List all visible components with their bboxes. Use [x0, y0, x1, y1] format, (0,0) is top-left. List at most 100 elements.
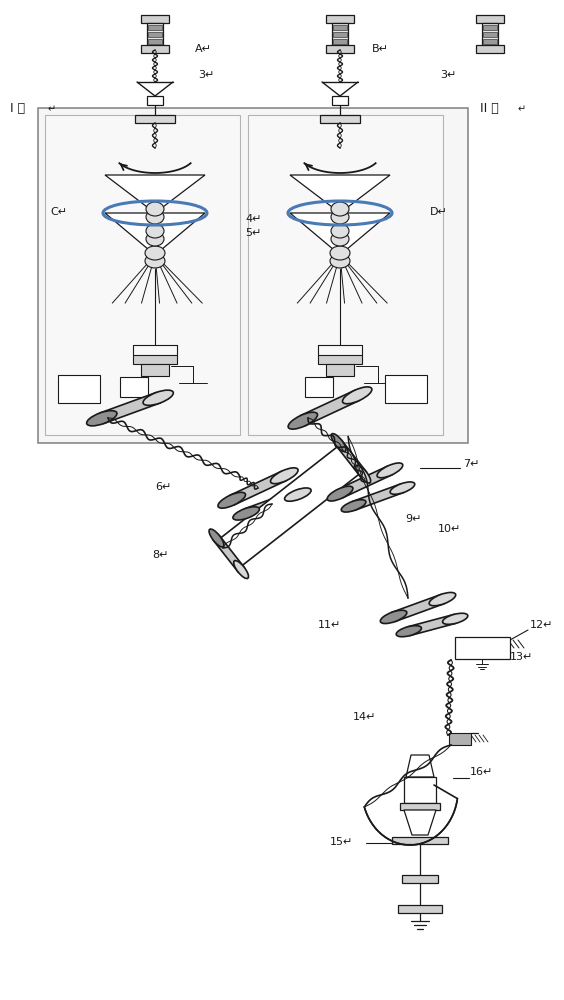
Polygon shape	[213, 536, 244, 572]
Ellipse shape	[285, 488, 311, 501]
Bar	[305, 377, 333, 397]
Bar	[483, 32, 497, 37]
Bar	[148, 39, 162, 44]
Ellipse shape	[87, 411, 117, 426]
Polygon shape	[406, 755, 434, 777]
Bar	[318, 355, 362, 364]
Bar	[38, 108, 468, 443]
Bar	[326, 364, 354, 376]
Ellipse shape	[331, 202, 349, 216]
Bar	[141, 364, 169, 376]
Text: 15↵: 15↵	[330, 837, 354, 847]
Text: 9↵: 9↵	[405, 514, 421, 524]
Bar	[483, 39, 497, 44]
Text: B↵: B↵	[372, 44, 389, 54]
Ellipse shape	[331, 210, 349, 224]
Bar	[133, 355, 177, 364]
Text: 4↵: 4↵	[245, 214, 262, 224]
Text: 10↵: 10↵	[438, 524, 461, 534]
Bar	[455, 637, 510, 659]
Ellipse shape	[143, 390, 173, 405]
Text: 16↵: 16↵	[470, 767, 494, 777]
Bar	[449, 733, 471, 745]
Bar	[404, 777, 436, 803]
Ellipse shape	[390, 482, 415, 494]
Bar	[333, 25, 347, 30]
Bar	[45, 115, 240, 435]
Text: II 区: II 区	[480, 102, 499, 115]
Bar	[248, 115, 443, 435]
Text: 7↵: 7↵	[463, 459, 479, 469]
Bar	[482, 23, 498, 45]
Ellipse shape	[145, 254, 165, 268]
Bar	[332, 96, 348, 105]
Text: 3↵: 3↵	[198, 70, 214, 80]
Ellipse shape	[356, 465, 371, 483]
Bar	[385, 375, 427, 403]
Bar	[326, 45, 354, 53]
Ellipse shape	[377, 463, 403, 478]
Ellipse shape	[145, 246, 165, 260]
Ellipse shape	[146, 232, 164, 246]
Text: 11↵: 11↵	[318, 620, 341, 630]
Bar	[120, 377, 148, 397]
Ellipse shape	[146, 224, 164, 238]
Polygon shape	[352, 484, 404, 510]
Bar	[400, 803, 440, 810]
Bar	[148, 25, 162, 30]
Text: ↵: ↵	[48, 104, 56, 114]
Text: D↵: D↵	[430, 207, 448, 217]
Ellipse shape	[380, 610, 407, 624]
Polygon shape	[392, 595, 444, 621]
Ellipse shape	[218, 492, 245, 508]
Bar	[476, 45, 504, 53]
Bar	[135, 115, 175, 123]
Ellipse shape	[342, 387, 372, 404]
Text: 5↵: 5↵	[245, 228, 261, 238]
Text: 3↵: 3↵	[440, 70, 456, 80]
Text: 14↵: 14↵	[353, 712, 377, 722]
Bar	[147, 96, 163, 105]
Polygon shape	[338, 466, 392, 498]
Polygon shape	[244, 490, 299, 518]
Text: 13↵: 13↵	[510, 652, 534, 662]
Ellipse shape	[209, 529, 224, 547]
Polygon shape	[408, 614, 456, 636]
Ellipse shape	[330, 246, 350, 260]
Text: 12↵: 12↵	[530, 620, 553, 630]
Bar	[148, 32, 162, 37]
Bar	[476, 15, 504, 23]
Bar	[147, 23, 163, 45]
Ellipse shape	[429, 592, 456, 606]
Ellipse shape	[233, 507, 259, 520]
Ellipse shape	[330, 254, 350, 268]
Polygon shape	[290, 175, 390, 213]
Ellipse shape	[327, 486, 353, 501]
Text: 6↵: 6↵	[155, 482, 171, 492]
Bar	[402, 875, 438, 883]
Ellipse shape	[233, 561, 249, 579]
Bar	[326, 15, 354, 23]
Polygon shape	[100, 392, 160, 424]
Polygon shape	[336, 440, 366, 476]
Bar	[333, 32, 347, 37]
Text: ↵: ↵	[518, 104, 526, 114]
Bar	[332, 23, 348, 45]
Polygon shape	[404, 810, 436, 835]
Bar	[392, 837, 448, 844]
Ellipse shape	[146, 202, 164, 216]
Bar	[398, 905, 442, 913]
Bar	[320, 115, 360, 123]
Ellipse shape	[443, 613, 468, 624]
Ellipse shape	[341, 500, 366, 512]
Ellipse shape	[331, 232, 349, 246]
Ellipse shape	[331, 434, 346, 452]
Ellipse shape	[271, 468, 298, 484]
Text: C↵: C↵	[50, 207, 67, 217]
Polygon shape	[105, 175, 205, 213]
Bar	[141, 45, 169, 53]
Ellipse shape	[331, 224, 349, 238]
Ellipse shape	[146, 210, 164, 224]
Ellipse shape	[396, 626, 421, 637]
Text: 8↵: 8↵	[152, 550, 169, 560]
